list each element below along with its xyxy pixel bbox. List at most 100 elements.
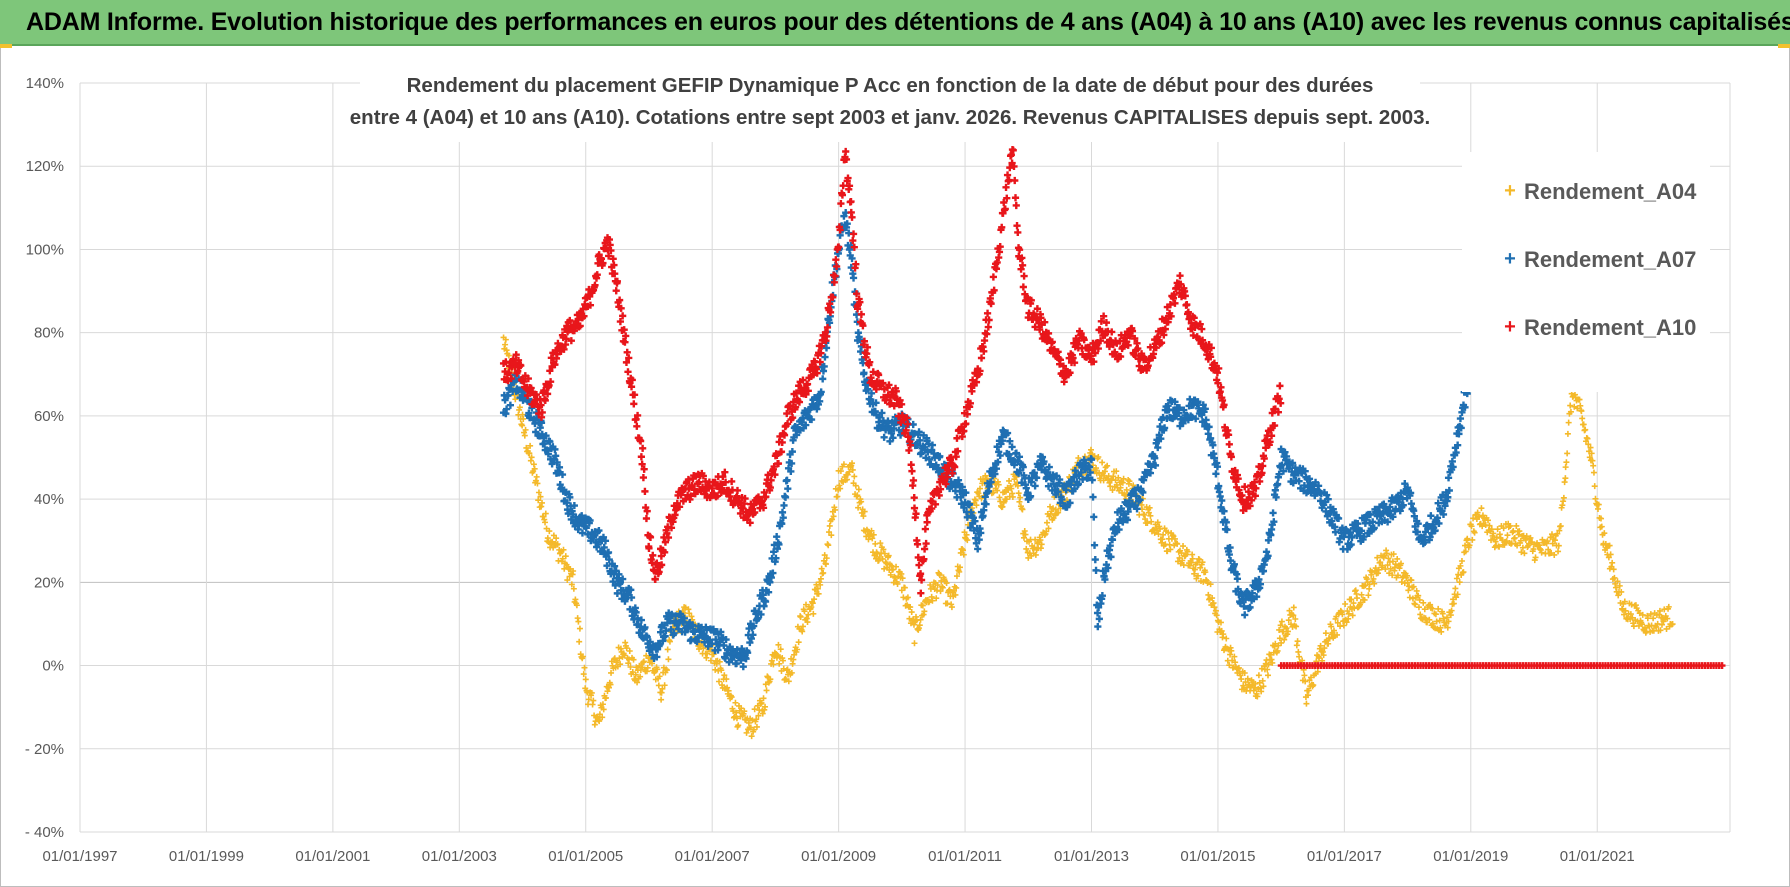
point-a04 [1211, 604, 1218, 611]
point-a04 [1328, 623, 1335, 630]
point-a04 [526, 450, 533, 457]
point-a10 [651, 575, 659, 583]
point-a07 [610, 562, 619, 570]
point-a07 [567, 515, 575, 524]
point-a10 [1097, 337, 1105, 345]
point-a04 [1000, 499, 1007, 506]
point-a07 [552, 452, 560, 460]
point-a04 [957, 564, 963, 571]
point-a04 [1387, 565, 1394, 572]
point-a10 [845, 182, 854, 190]
report-banner: ADAM Informe. Evolution historique des p… [0, 0, 1790, 46]
point-a04 [990, 489, 997, 496]
point-a10 [567, 337, 575, 345]
point-a04 [1384, 562, 1391, 569]
point-a10 [641, 487, 649, 495]
point-a10 [762, 493, 770, 501]
point-a04 [846, 468, 853, 475]
point-a04 [1454, 591, 1461, 598]
point-a04 [535, 489, 542, 496]
y-tick-label: - 20% [25, 741, 64, 758]
point-a07 [1087, 456, 1096, 464]
point-a04 [910, 621, 917, 628]
point-a07 [1259, 567, 1268, 575]
point-a10 [1256, 477, 1264, 486]
point-a10 [1170, 290, 1178, 299]
point-a10 [728, 477, 736, 486]
point-a04 [1517, 537, 1524, 544]
point-a10 [1105, 342, 1114, 351]
point-a10 [1259, 462, 1267, 470]
point-a04 [741, 708, 748, 715]
point-a04 [1563, 459, 1570, 466]
point-a04 [1585, 441, 1592, 448]
point-a04 [1196, 556, 1203, 563]
point-a07 [605, 555, 613, 564]
point-a07 [749, 631, 757, 639]
point-a04 [596, 711, 603, 718]
point-a10 [987, 300, 995, 308]
x-tick-label: 01/01/2013 [1054, 848, 1129, 865]
point-a04 [659, 685, 666, 692]
point-a10 [702, 486, 710, 495]
point-a04 [892, 574, 899, 581]
banner-accent-right [1778, 44, 1790, 48]
point-a04 [1223, 635, 1230, 642]
point-a10 [1056, 356, 1064, 364]
point-a04 [1228, 647, 1235, 654]
point-a07 [1461, 403, 1469, 411]
point-a07 [1160, 424, 1169, 432]
point-a07 [1070, 485, 1079, 493]
point-a04 [1290, 612, 1297, 619]
point-a07 [924, 448, 932, 456]
point-a07 [1008, 443, 1016, 451]
point-a10 [831, 272, 839, 280]
point-a04 [566, 573, 573, 580]
point-a04 [1325, 640, 1332, 647]
point-a07 [1354, 520, 1362, 528]
point-a10 [1018, 261, 1027, 269]
scatter-chart: 140% 120% 100% 80% 60% 40% 20% 0% - 20% - 40% 01/0… [25, 62, 1731, 865]
point-a04 [665, 656, 672, 663]
point-a07 [993, 443, 1001, 451]
point-a07 [1456, 414, 1465, 423]
point-a07 [504, 391, 512, 399]
point-a04 [1320, 652, 1327, 659]
point-a07 [1106, 542, 1114, 550]
point-a04 [1357, 599, 1364, 606]
point-a07 [555, 463, 564, 471]
point-a10 [1066, 369, 1074, 377]
point-a04 [1394, 572, 1401, 579]
point-a04 [1518, 549, 1525, 556]
point-a10 [1252, 484, 1260, 492]
point-a10 [1217, 383, 1225, 391]
point-a10 [1176, 272, 1184, 280]
point-a04 [1435, 605, 1442, 612]
point-a07 [1101, 575, 1109, 584]
point-a04 [917, 616, 924, 623]
point-a10 [1009, 146, 1017, 154]
point-a04 [733, 715, 740, 722]
point-a04 [721, 672, 728, 679]
point-a07 [864, 385, 872, 393]
point-a04 [840, 461, 847, 468]
point-a10 [1011, 194, 1020, 202]
point-a04 [1368, 569, 1375, 576]
point-a04 [964, 537, 971, 544]
point-a04 [1087, 446, 1094, 453]
point-a04 [1146, 504, 1153, 511]
point-a04 [1452, 585, 1459, 592]
point-a04 [1339, 611, 1346, 618]
point-a04 [553, 535, 560, 542]
point-a04 [1164, 548, 1171, 555]
point-a07 [1445, 486, 1453, 495]
point-a04 [528, 454, 535, 461]
point-a04 [832, 506, 839, 513]
point-a04 [995, 481, 1002, 488]
point-a04 [825, 542, 832, 549]
point-a10 [1041, 318, 1049, 326]
point-a07 [1357, 527, 1366, 535]
point-a04 [817, 581, 824, 588]
point-a10 [663, 529, 671, 537]
point-a10 [540, 387, 548, 395]
